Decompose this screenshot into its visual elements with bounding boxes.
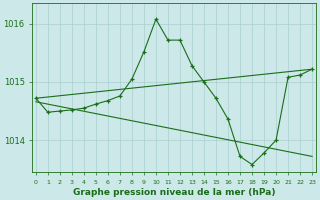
X-axis label: Graphe pression niveau de la mer (hPa): Graphe pression niveau de la mer (hPa) — [73, 188, 275, 197]
